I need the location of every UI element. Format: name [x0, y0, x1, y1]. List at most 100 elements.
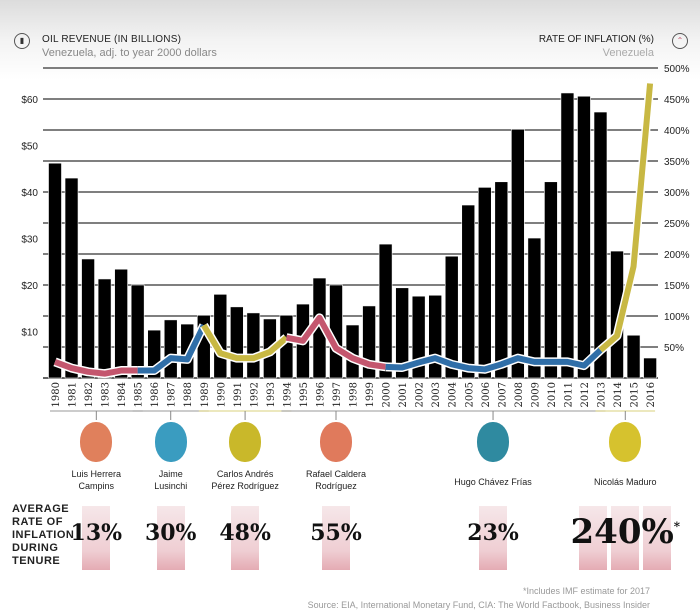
- president-name-line1: Carlos Andrés: [216, 469, 274, 479]
- banknote-image: [579, 506, 608, 570]
- oil-revenue-bar: [130, 284, 145, 379]
- average-inflation-number: 48%: [219, 520, 271, 546]
- banknote-image: [82, 506, 111, 570]
- right-tick-label: 150%: [664, 281, 690, 292]
- president-name-line1: Nicolás Maduro: [594, 477, 657, 487]
- oil-revenue-bar: [511, 128, 525, 379]
- footnote: *Includes IMF estimate for 2017: [522, 586, 650, 596]
- line-chart-icon: ⌃: [672, 33, 688, 49]
- oil-revenue-bar: [163, 319, 178, 379]
- president-portrait: [477, 422, 510, 462]
- year-label: 1991: [233, 382, 244, 407]
- oil-revenue-bar: [64, 177, 79, 379]
- oil-revenue-bar: [114, 268, 128, 379]
- year-label: 1999: [365, 382, 376, 407]
- banknote-image: [479, 506, 508, 570]
- year-label: 1993: [266, 382, 277, 407]
- right-tick-label: 100%: [664, 312, 690, 323]
- president-portrait: [80, 422, 113, 462]
- year-label: 2004: [448, 382, 459, 407]
- left-tick-label: $40: [21, 188, 38, 199]
- president-name-line1: Jaime: [158, 469, 183, 479]
- year-label: 2010: [547, 382, 558, 407]
- year-label: 1986: [150, 382, 161, 407]
- right-tick-label: 400%: [664, 126, 690, 137]
- right-axis-subtitle: Venezuela: [602, 47, 654, 59]
- right-tick-label: 300%: [664, 188, 690, 199]
- right-tick-label: 450%: [664, 95, 690, 106]
- president-name-line2: Pérez Rodríguez: [211, 481, 279, 491]
- year-label: 2008: [514, 382, 525, 407]
- oil-revenue-bar: [428, 294, 442, 379]
- footnote-marker: *: [673, 519, 681, 534]
- year-label: 2001: [398, 382, 409, 407]
- year-label: 1987: [167, 382, 178, 407]
- right-tick-label: 50%: [664, 343, 684, 354]
- average-inflation-number: 55%: [310, 520, 362, 546]
- oil-revenue-bar: [593, 111, 608, 379]
- banknote-image: [322, 506, 350, 570]
- oil-revenue-bar: [378, 243, 393, 379]
- president-name-line2: Campins: [78, 481, 115, 491]
- year-label: 2005: [464, 382, 475, 407]
- president-name-line2: Lusinchi: [154, 481, 188, 491]
- average-inflation-number: 13%: [70, 520, 123, 546]
- president-portrait: [154, 422, 187, 462]
- oil-revenue-bar: [97, 278, 112, 379]
- president-name: Nicolás Maduro: [594, 476, 657, 488]
- left-tick-label: $60: [21, 95, 38, 106]
- president-portrait: [229, 422, 262, 462]
- right-tick-label: 250%: [664, 219, 690, 230]
- oil-revenue-bar: [230, 306, 244, 379]
- year-label: 2015: [630, 382, 641, 407]
- oil-revenue-bar: [527, 237, 542, 379]
- right-tick-label: 500%: [664, 64, 690, 75]
- year-label: 2007: [497, 382, 508, 407]
- year-label: 1989: [200, 382, 211, 407]
- banknote-image: [643, 506, 672, 570]
- banknote-image: [156, 506, 185, 570]
- year-label: 2011: [563, 382, 574, 407]
- year-label: 2016: [646, 382, 657, 407]
- average-inflation-value: 55%: [310, 520, 362, 546]
- oil-revenue-bar: [213, 293, 228, 379]
- average-inflation-value: 240%*: [571, 512, 681, 552]
- inflation-line-segment: [598, 83, 654, 353]
- year-label: 2003: [431, 382, 442, 407]
- year-label: 1984: [117, 382, 128, 407]
- year-label: 1985: [134, 382, 145, 407]
- year-label: 1998: [349, 382, 360, 407]
- right-tick-label: 350%: [664, 157, 690, 168]
- left-axis-subtitle: Venezuela, adj. to year 2000 dollars: [42, 47, 217, 59]
- average-inflation-number: 30%: [144, 520, 197, 546]
- left-axis-title: OIL REVENUE (IN BILLIONS): [42, 34, 182, 45]
- year-label: 1988: [183, 382, 194, 407]
- year-label: 1980: [51, 382, 62, 407]
- year-label: 2009: [530, 382, 541, 407]
- oil-revenue-bar: [461, 204, 476, 379]
- oil-revenue-bar: [48, 162, 62, 379]
- left-tick-label: $10: [21, 328, 38, 339]
- year-label: 2013: [596, 382, 607, 407]
- right-axis-title: RATE OF INFLATION (%): [538, 34, 654, 45]
- president-name-line1: Luis Herrera: [71, 469, 122, 479]
- inflation-line-segment: [201, 323, 289, 362]
- oil-revenue-bar: [577, 95, 591, 379]
- inflation-line-segment: [285, 314, 387, 370]
- year-label: 2006: [481, 382, 492, 407]
- average-inflation-number: 240%: [570, 512, 674, 552]
- year-label: 2000: [382, 382, 393, 407]
- chart: 50% 100% 150% 200% 250% 300% 350% 400% 450% 500% $…: [21, 64, 690, 420]
- president-name: Hugo Chávez Frías: [454, 476, 532, 488]
- president-portrait: [320, 422, 352, 462]
- oil-revenue-bar: [81, 258, 95, 379]
- right-tick-label: 200%: [664, 250, 690, 261]
- year-label: 2014: [613, 382, 624, 407]
- year-label: 1994: [282, 382, 293, 407]
- left-tick-label: $50: [21, 142, 38, 153]
- source: Source: EIA, International Monetary Fund…: [307, 600, 650, 610]
- average-inflation-value: 30%: [145, 520, 197, 546]
- year-label: 1995: [299, 382, 310, 407]
- average-inflation-value: 48%: [219, 520, 271, 546]
